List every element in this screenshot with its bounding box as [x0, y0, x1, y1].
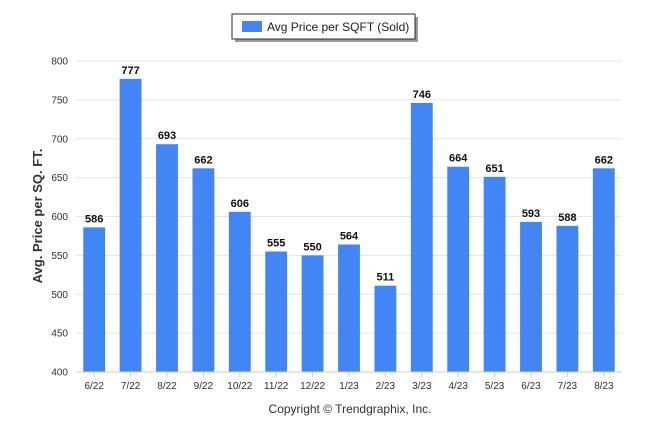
x-tick-label: 9/22 [194, 381, 214, 392]
y-tick-label: 650 [51, 173, 68, 184]
bar [447, 166, 470, 372]
y-tick-label: 400 [51, 368, 68, 379]
data-label: 564 [340, 230, 359, 242]
data-label: 550 [303, 241, 321, 253]
legend-swatch [242, 21, 262, 32]
y-tick-label: 500 [51, 290, 68, 301]
y-tick-label: 600 [51, 212, 68, 223]
bar [83, 227, 106, 372]
data-labels: 586 777 693 662 606 555 550 564 511 746 664 651 593 5… [85, 65, 613, 284]
x-tick-label: 7/23 [558, 381, 578, 392]
data-label: 651 [485, 163, 503, 175]
bar [228, 211, 251, 372]
bar [265, 251, 288, 372]
data-label: 746 [413, 89, 431, 101]
bar [592, 168, 615, 372]
x-axis-ticks: 6/22 7/22 8/22 9/22 10/22 11/22 12/22 1/23 2/23 3… [84, 372, 614, 392]
y-axis-label: Avg. Price per SQ. FT. [30, 149, 45, 284]
data-label: 511 [377, 272, 395, 284]
bar [483, 176, 506, 372]
y-tick-label: 800 [51, 57, 68, 68]
data-label: 586 [85, 213, 103, 225]
data-label: 693 [158, 130, 176, 142]
x-tick-label: 5/23 [485, 381, 505, 392]
y-tick-label: 550 [51, 251, 68, 262]
bar [410, 102, 433, 373]
x-tick-label: 1/23 [339, 381, 359, 392]
data-label: 606 [231, 198, 249, 210]
y-tick-label: 750 [51, 95, 68, 106]
data-label: 588 [558, 212, 576, 224]
legend: Avg Price per SQFT (Sold) [231, 13, 418, 42]
x-tick-label: 8/22 [157, 381, 177, 392]
bar [338, 244, 360, 372]
x-tick-label: 10/22 [227, 381, 252, 392]
bar [556, 225, 579, 372]
x-tick-label: 3/23 [412, 381, 432, 392]
x-tick-label: 11/22 [264, 381, 289, 392]
bars [83, 78, 615, 373]
x-tick-label: 12/22 [300, 381, 325, 392]
x-tick-label: 6/23 [521, 381, 541, 392]
data-label: 593 [522, 208, 540, 220]
x-tick-label: 6/22 [84, 381, 104, 392]
bar [520, 221, 542, 372]
x-tick-label: 7/22 [121, 381, 141, 392]
bar [301, 255, 324, 372]
data-label: 555 [267, 237, 285, 249]
bar [156, 144, 178, 372]
y-axis-ticks: 400 450 500 550 600 650 700 750 800 [51, 57, 68, 379]
copyright-text: Copyright © Trendgraphix, Inc. [269, 402, 432, 416]
x-tick-label: 8/23 [594, 381, 614, 392]
bar [192, 168, 215, 372]
bar [374, 285, 397, 372]
y-tick-label: 450 [51, 329, 68, 340]
data-label: 662 [595, 154, 613, 166]
legend-label: Avg Price per SQFT (Sold) [267, 20, 409, 34]
y-tick-label: 700 [51, 134, 68, 145]
x-tick-label: 2/23 [376, 381, 396, 392]
bar [119, 78, 142, 372]
data-label: 662 [194, 154, 212, 166]
data-label: 664 [449, 153, 468, 165]
x-tick-label: 4/23 [448, 381, 468, 392]
data-label: 777 [121, 65, 139, 77]
